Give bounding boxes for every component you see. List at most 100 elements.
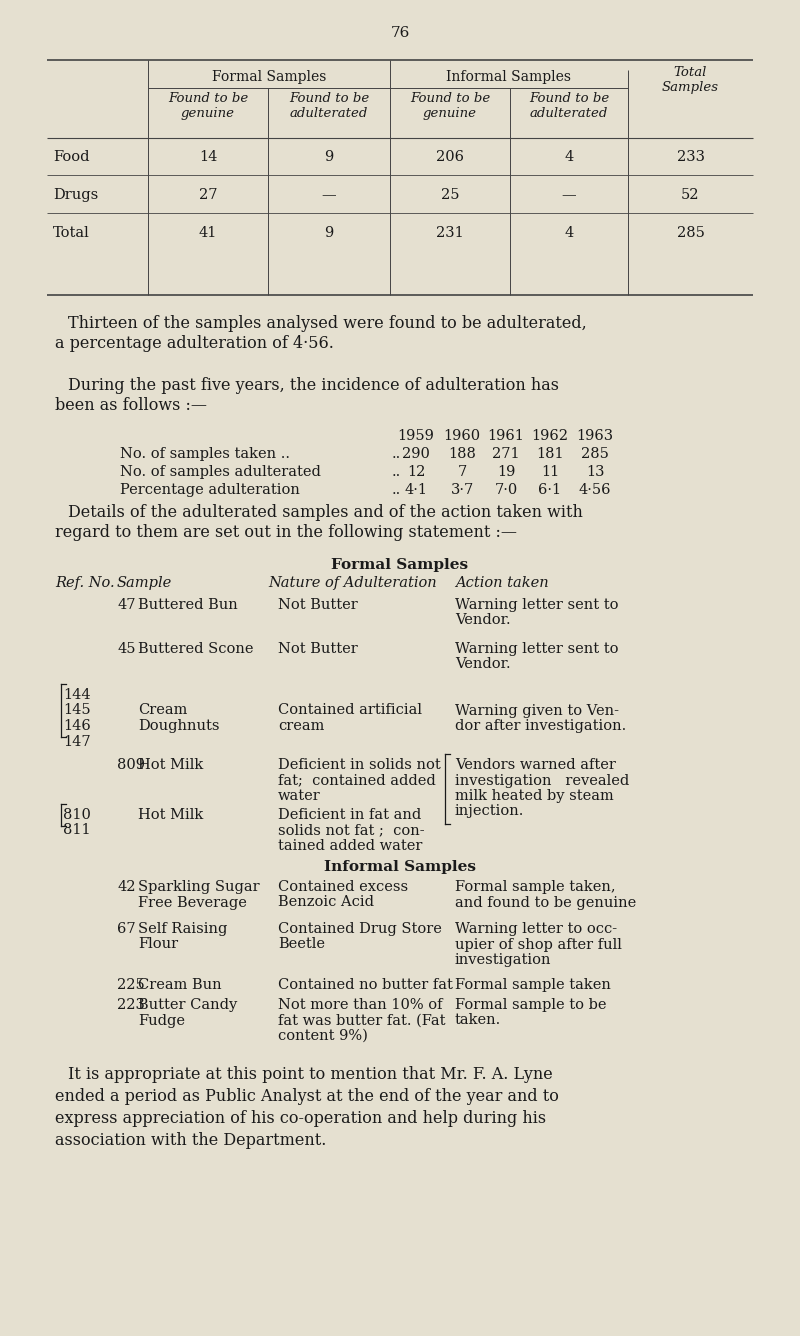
Text: Doughnuts: Doughnuts: [138, 719, 219, 733]
Text: 9: 9: [324, 226, 334, 240]
Text: content 9%): content 9%): [278, 1029, 368, 1043]
Text: 45: 45: [117, 643, 135, 656]
Text: taken.: taken.: [455, 1014, 502, 1027]
Text: been as follows :—: been as follows :—: [55, 397, 207, 414]
Text: Deficient in solids not: Deficient in solids not: [278, 758, 441, 772]
Text: Benzoic Acid: Benzoic Acid: [278, 895, 374, 910]
Text: 809: 809: [117, 758, 145, 772]
Text: 9: 9: [324, 150, 334, 164]
Text: Formal sample taken,: Formal sample taken,: [455, 880, 616, 894]
Text: 285: 285: [581, 448, 609, 461]
Text: Not Butter: Not Butter: [278, 643, 358, 656]
Text: Formal Samples: Formal Samples: [212, 69, 326, 84]
Text: association with the Department.: association with the Department.: [55, 1132, 326, 1149]
Text: 67: 67: [117, 922, 136, 937]
Text: Vendors warned after: Vendors warned after: [455, 758, 616, 772]
Text: 146: 146: [63, 719, 90, 733]
Text: fat was butter fat. (Fat: fat was butter fat. (Fat: [278, 1014, 446, 1027]
Text: Fudge: Fudge: [138, 1014, 185, 1027]
Text: —: —: [322, 188, 336, 202]
Text: 1959: 1959: [398, 429, 434, 444]
Text: —: —: [562, 188, 576, 202]
Text: Contained artificial: Contained artificial: [278, 704, 422, 717]
Text: 3·7: 3·7: [450, 484, 474, 497]
Text: 4: 4: [564, 226, 574, 240]
Text: No. of samples adulterated: No. of samples adulterated: [120, 465, 321, 480]
Text: ..: ..: [392, 448, 402, 461]
Text: water: water: [278, 790, 321, 803]
Text: 223: 223: [117, 998, 145, 1011]
Text: solids not fat ;  con-: solids not fat ; con-: [278, 823, 425, 838]
Text: Warning given to Ven-: Warning given to Ven-: [455, 704, 619, 717]
Text: Ref. No.: Ref. No.: [55, 576, 114, 591]
Text: dor after investigation.: dor after investigation.: [455, 719, 626, 733]
Text: Action taken: Action taken: [455, 576, 549, 591]
Text: 290: 290: [402, 448, 430, 461]
Text: Found to be
adulterated: Found to be adulterated: [289, 92, 369, 120]
Text: a percentage adulteration of 4·56.: a percentage adulteration of 4·56.: [55, 335, 334, 351]
Text: Flour: Flour: [138, 938, 178, 951]
Text: 4: 4: [564, 150, 574, 164]
Text: 7·0: 7·0: [494, 484, 518, 497]
Text: Warning letter sent to: Warning letter sent to: [455, 643, 618, 656]
Text: 6·1: 6·1: [538, 484, 562, 497]
Text: Formal sample to be: Formal sample to be: [455, 998, 606, 1011]
Text: Drugs: Drugs: [53, 188, 98, 202]
Text: 42: 42: [117, 880, 135, 894]
Text: Hot Milk: Hot Milk: [138, 758, 203, 772]
Text: Food: Food: [53, 150, 90, 164]
Text: fat;  contained added: fat; contained added: [278, 774, 436, 787]
Text: Informal Samples: Informal Samples: [324, 860, 476, 874]
Text: 188: 188: [448, 448, 476, 461]
Text: Self Raising: Self Raising: [138, 922, 227, 937]
Text: 7: 7: [458, 465, 466, 480]
Text: 27: 27: [198, 188, 218, 202]
Text: investigation   revealed: investigation revealed: [455, 774, 630, 787]
Text: 76: 76: [390, 25, 410, 40]
Text: Cream Bun: Cream Bun: [138, 978, 222, 993]
Text: 144: 144: [63, 688, 90, 701]
Text: Vendor.: Vendor.: [455, 613, 510, 628]
Text: 11: 11: [541, 465, 559, 480]
Text: Found to be
adulterated: Found to be adulterated: [529, 92, 609, 120]
Text: 145: 145: [63, 704, 90, 717]
Text: Warning letter to occ-: Warning letter to occ-: [455, 922, 617, 937]
Text: Formal Samples: Formal Samples: [331, 558, 469, 572]
Text: 47: 47: [117, 599, 135, 612]
Text: express appreciation of his co-operation and help during his: express appreciation of his co-operation…: [55, 1110, 546, 1128]
Text: upier of shop after full: upier of shop after full: [455, 938, 622, 951]
Text: 14: 14: [199, 150, 217, 164]
Text: During the past five years, the incidence of adulteration has: During the past five years, the incidenc…: [68, 377, 559, 394]
Text: 271: 271: [492, 448, 520, 461]
Text: Details of the adulterated samples and of the action taken with: Details of the adulterated samples and o…: [68, 504, 583, 521]
Text: Free Beverage: Free Beverage: [138, 895, 247, 910]
Text: Not Butter: Not Butter: [278, 599, 358, 612]
Text: 206: 206: [436, 150, 464, 164]
Text: investigation: investigation: [455, 953, 551, 967]
Text: 1961: 1961: [487, 429, 525, 444]
Text: 233: 233: [677, 150, 705, 164]
Text: 12: 12: [407, 465, 425, 480]
Text: tained added water: tained added water: [278, 839, 422, 852]
Text: 19: 19: [497, 465, 515, 480]
Text: Formal sample taken: Formal sample taken: [455, 978, 611, 993]
Text: Informal Samples: Informal Samples: [446, 69, 571, 84]
Text: 225: 225: [117, 978, 145, 993]
Text: Total
Samples: Total Samples: [662, 65, 719, 94]
Text: ..: ..: [392, 465, 402, 480]
Text: Deficient in fat and: Deficient in fat and: [278, 808, 422, 822]
Text: No. of samples taken ..: No. of samples taken ..: [120, 448, 290, 461]
Text: Buttered Scone: Buttered Scone: [138, 643, 254, 656]
Text: 811: 811: [63, 823, 90, 838]
Text: 810: 810: [63, 808, 91, 822]
Text: cream: cream: [278, 719, 324, 733]
Text: Thirteen of the samples analysed were found to be adulterated,: Thirteen of the samples analysed were fo…: [68, 315, 586, 333]
Text: 13: 13: [586, 465, 604, 480]
Text: injection.: injection.: [455, 804, 524, 819]
Text: regard to them are set out in the following statement :—: regard to them are set out in the follow…: [55, 524, 517, 541]
Text: milk heated by steam: milk heated by steam: [455, 790, 614, 803]
Text: 1960: 1960: [443, 429, 481, 444]
Text: Found to be
genuine: Found to be genuine: [168, 92, 248, 120]
Text: Sparkling Sugar: Sparkling Sugar: [138, 880, 260, 894]
Text: 285: 285: [677, 226, 705, 240]
